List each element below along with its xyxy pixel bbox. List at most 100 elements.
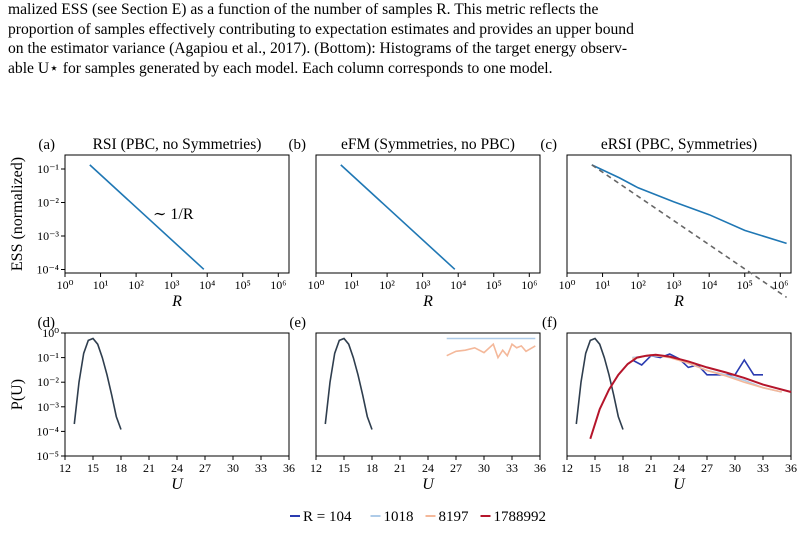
series-line	[591, 164, 788, 299]
caption-line-4: able U⋆ for samples generated by each mo…	[8, 59, 553, 77]
x-tick-label: 36	[283, 461, 295, 475]
panel-frame	[64, 154, 290, 274]
x-tick-label: 33	[757, 461, 769, 475]
x-tick-label: 10⁶	[521, 278, 537, 292]
x-tick-label: 10²	[630, 278, 646, 292]
y-tick-label: 10⁻²	[37, 375, 59, 389]
x-tick-label: 36	[785, 461, 797, 475]
panel-label: (e)	[289, 315, 306, 331]
panel-frame	[566, 154, 792, 274]
legend-label: 1788992	[494, 509, 547, 525]
caption-line-2: proportion of samples effectively contri…	[8, 20, 634, 38]
x-tick-label: 10¹	[595, 278, 611, 292]
annotation: ∼ 1/R	[153, 206, 194, 223]
x-tick-label: 24	[673, 461, 685, 475]
x-tick-label: 21	[394, 461, 406, 475]
x-tick-label: 10²	[128, 278, 144, 292]
x-tick-label: 12	[561, 461, 573, 475]
x-tick-label: 36	[534, 461, 546, 475]
legend-label: 1018	[384, 509, 414, 525]
x-axis-label: U	[422, 476, 435, 493]
series-line	[632, 353, 782, 393]
x-tick-label: 10⁶	[270, 278, 286, 292]
x-tick-label: 33	[255, 461, 267, 475]
x-tick-label: 10⁴	[199, 278, 215, 292]
x-tick-label: 18	[115, 461, 127, 475]
y-tick-label: 10⁻¹	[37, 351, 59, 365]
x-tick-label: 10³	[666, 278, 682, 292]
figure-caption: malized ESS (see Section E) as a functio…	[8, 0, 796, 78]
x-axis-label: U	[171, 476, 184, 493]
x-tick-label: 10⁶	[772, 278, 788, 292]
x-tick-label: 10¹	[344, 278, 360, 292]
x-tick-label: 10¹	[93, 278, 109, 292]
panel-label: (a)	[38, 137, 55, 153]
x-tick-label: 10⁵	[235, 278, 251, 292]
y-tick-label: 10⁻⁴	[36, 263, 59, 277]
series-line	[89, 164, 205, 270]
legend-label: R = 104	[303, 509, 352, 525]
panel-title: eFM (Symmetries, no PBC)	[341, 136, 515, 153]
x-tick-label: 18	[366, 461, 378, 475]
x-tick-label: 12	[310, 461, 322, 475]
x-tick-label: 30	[729, 461, 741, 475]
x-tick-label: 15	[87, 461, 99, 475]
x-tick-label: 10⁰	[57, 278, 74, 292]
x-axis-label: U	[673, 476, 686, 493]
y-axis-label: ESS (normalized)	[9, 157, 26, 271]
x-tick-label: 10⁴	[701, 278, 717, 292]
x-tick-label: 10⁵	[737, 278, 753, 292]
series-line	[589, 353, 792, 440]
x-tick-label: 15	[338, 461, 350, 475]
caption-line-1: malized ESS (see Section E) as a functio…	[8, 1, 599, 18]
x-tick-label: 10³	[415, 278, 431, 292]
panel-title: eRSI (PBC, Symmetries)	[601, 136, 757, 153]
panel-label: (c)	[540, 137, 557, 153]
caption-line-3: on the estimator variance (Agapiou et al…	[8, 40, 628, 57]
x-tick-label: 27	[199, 461, 211, 475]
x-tick-label: 33	[506, 461, 518, 475]
x-tick-label: 10⁵	[486, 278, 502, 292]
y-tick-label: 10⁻¹	[37, 162, 59, 176]
panel-label: (b)	[289, 137, 307, 153]
x-tick-label: 24	[422, 461, 434, 475]
legend-label: 8197	[439, 509, 470, 525]
y-tick-label: 10⁻³	[37, 229, 59, 243]
x-tick-label: 21	[645, 461, 657, 475]
y-tick-label: 10⁰	[42, 326, 59, 340]
series-line	[340, 164, 456, 270]
panel-frame	[64, 332, 290, 457]
series-line	[591, 164, 787, 245]
y-tick-label: 10⁻⁴	[36, 424, 59, 438]
panel-title: RSI (PBC, no Symmetries)	[93, 136, 262, 153]
y-tick-label: 10⁻²	[37, 196, 59, 210]
x-tick-label: 10⁴	[450, 278, 466, 292]
panel-frame	[315, 154, 541, 274]
series-line	[324, 337, 373, 430]
x-tick-label: 24	[171, 461, 183, 475]
y-axis-label: P(U)	[9, 379, 26, 410]
x-tick-label: 10³	[164, 278, 180, 292]
x-tick-label: 12	[59, 461, 71, 475]
series-line	[73, 337, 122, 430]
series-line	[575, 337, 624, 430]
x-axis-label: R	[673, 293, 684, 310]
x-tick-label: 30	[478, 461, 490, 475]
x-tick-label: 10²	[379, 278, 395, 292]
x-tick-label: 21	[143, 461, 155, 475]
y-tick-label: 10⁻⁵	[36, 449, 59, 463]
x-tick-label: 27	[701, 461, 713, 475]
series-line	[446, 342, 536, 360]
panel-label: (f)	[542, 315, 557, 331]
x-tick-label: 10⁰	[308, 278, 325, 292]
x-tick-label: 18	[617, 461, 629, 475]
y-tick-label: 10⁻³	[37, 400, 59, 414]
panel-frame	[566, 332, 792, 457]
x-axis-label: R	[422, 293, 433, 310]
x-tick-label: 15	[589, 461, 601, 475]
x-tick-label: 27	[450, 461, 462, 475]
x-axis-label: R	[171, 293, 182, 310]
panel-label: (d)	[38, 315, 56, 331]
panel-frame	[315, 332, 541, 457]
